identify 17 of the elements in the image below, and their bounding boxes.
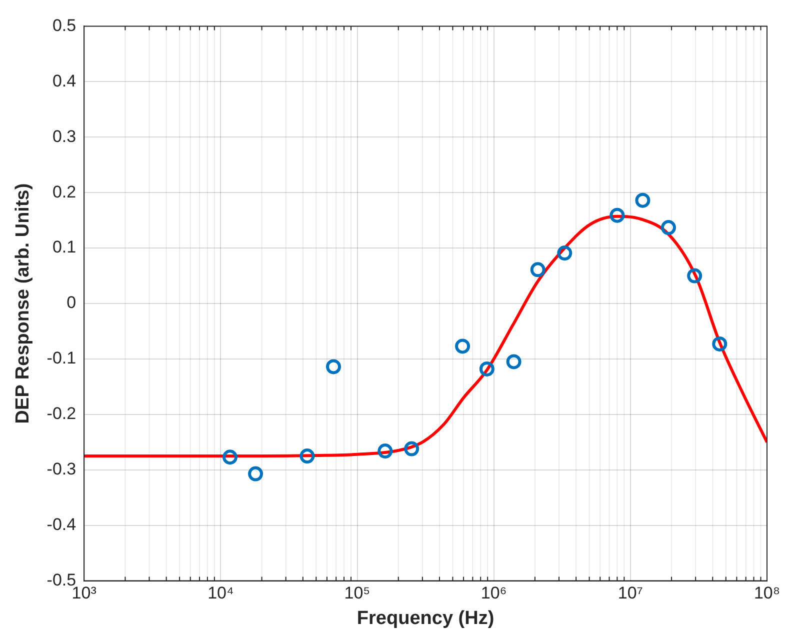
x-tick-label: 10⁷ (618, 584, 643, 603)
x-tick-label: 10⁴ (208, 584, 234, 603)
y-tick-label: 0.4 (52, 71, 76, 90)
y-tick-label: 0.5 (52, 16, 76, 35)
y-tick-label: -0.1 (46, 348, 76, 368)
x-axis-title: Frequency (Hz) (356, 608, 494, 629)
y-tick-label: 0.3 (52, 126, 76, 146)
x-tick-label: 10⁸ (754, 584, 780, 603)
x-tick-label: 10⁵ (344, 584, 370, 603)
x-tick-label: 10⁶ (480, 584, 507, 603)
y-tick-label: -0.3 (46, 460, 76, 479)
y-axis-title: DEP Response (arb. Units) (12, 183, 34, 424)
y-tick-label: 0.1 (52, 238, 76, 257)
y-tick-label: -0.4 (46, 515, 76, 534)
y-tick-label: 0 (66, 293, 76, 312)
y-tick-label: 0.2 (52, 182, 76, 202)
y-tick-label: -0.2 (46, 404, 76, 424)
